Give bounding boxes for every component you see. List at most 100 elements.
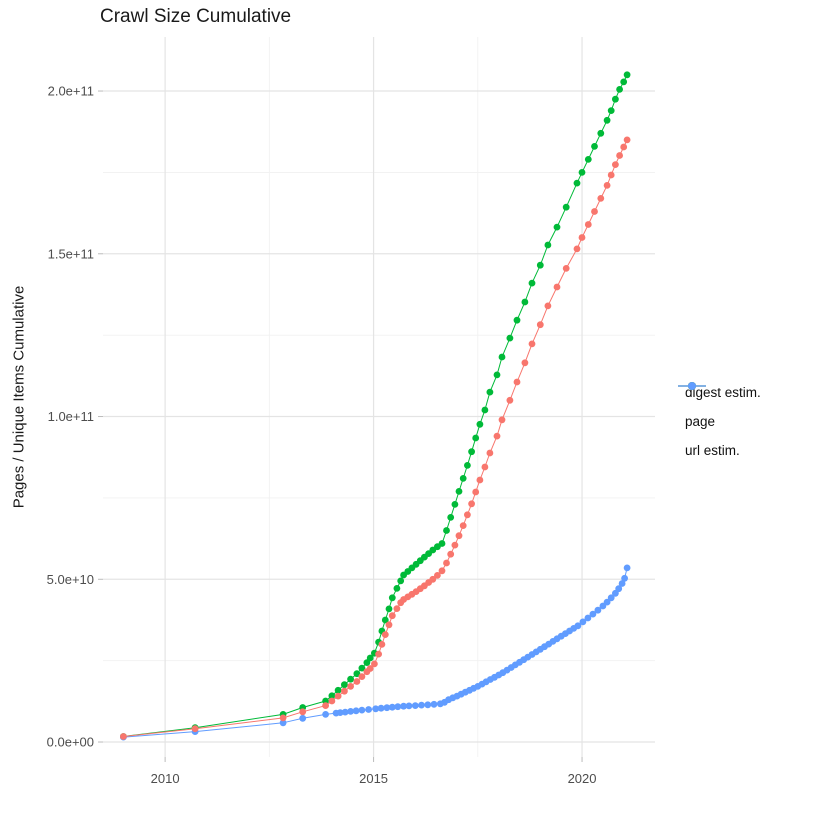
data-point xyxy=(603,116,611,124)
data-point xyxy=(383,704,391,712)
data-point xyxy=(603,182,611,189)
data-point xyxy=(513,378,521,386)
data-point xyxy=(528,340,536,348)
data-point xyxy=(464,511,471,519)
data-point xyxy=(375,650,382,658)
data-point xyxy=(393,585,401,592)
data-point xyxy=(612,95,619,103)
data-point xyxy=(334,692,342,700)
data-point xyxy=(322,702,329,709)
data-point xyxy=(352,707,360,715)
legend-label: page xyxy=(685,414,716,429)
data-point xyxy=(607,594,615,602)
data-point xyxy=(429,575,437,583)
data-point xyxy=(459,522,467,529)
data-point xyxy=(616,152,623,159)
data-point xyxy=(623,136,631,144)
data-point xyxy=(506,334,514,342)
data-point xyxy=(358,664,366,672)
data-point xyxy=(279,719,287,727)
chart-title: Crawl Size Cumulative xyxy=(100,6,292,27)
data-point xyxy=(607,107,615,114)
data-point xyxy=(591,143,598,150)
legend-key-icon xyxy=(678,382,706,390)
data-point xyxy=(371,660,378,668)
data-point xyxy=(397,577,405,585)
data-point xyxy=(536,261,544,269)
legend-item: url estim. xyxy=(676,382,761,465)
data-point xyxy=(481,406,489,414)
data-point xyxy=(353,678,361,685)
data-point xyxy=(381,631,389,638)
data-point xyxy=(341,708,349,716)
data-point xyxy=(394,703,402,711)
data-point xyxy=(573,179,581,187)
data-point xyxy=(393,605,401,612)
data-point xyxy=(528,279,536,287)
y-tick-label: 5.0e+10 xyxy=(47,572,94,587)
data-point xyxy=(347,683,354,690)
data-point xyxy=(405,702,413,710)
data-point xyxy=(493,432,501,440)
data-point xyxy=(279,714,287,722)
data-point xyxy=(476,420,484,428)
data-point xyxy=(544,241,552,249)
data-point xyxy=(358,706,366,714)
data-point xyxy=(521,298,529,306)
data-point xyxy=(120,733,127,740)
x-tick-label: 2010 xyxy=(151,771,180,786)
data-point xyxy=(366,654,374,662)
data-point xyxy=(597,129,605,137)
data-point xyxy=(521,359,529,367)
legend: digest estim. page url estim. xyxy=(676,378,761,465)
data-point xyxy=(607,171,615,179)
data-point xyxy=(459,475,467,482)
data-point xyxy=(455,488,463,495)
series-line xyxy=(123,139,628,737)
data-point xyxy=(447,550,455,558)
data-point xyxy=(578,169,586,176)
data-point xyxy=(589,610,597,618)
data-point xyxy=(365,706,372,713)
data-point xyxy=(388,703,396,711)
data-point xyxy=(584,156,592,163)
data-point xyxy=(620,78,628,86)
data-point xyxy=(616,86,623,93)
data-point xyxy=(597,195,605,202)
data-point xyxy=(476,476,484,484)
data-point xyxy=(366,665,374,672)
data-point xyxy=(347,708,354,715)
data-point xyxy=(377,704,385,712)
data-point xyxy=(468,500,475,508)
series-line xyxy=(123,74,628,737)
data-point xyxy=(562,265,570,272)
data-point xyxy=(621,574,628,582)
y-tick-label: 2.0e+11 xyxy=(48,84,94,99)
data-point xyxy=(424,701,432,709)
data-point xyxy=(358,673,366,680)
data-point xyxy=(472,434,480,442)
data-point xyxy=(486,388,494,396)
legend-item: page xyxy=(676,382,761,436)
data-point xyxy=(612,161,619,169)
data-point xyxy=(328,692,336,700)
legend-label: url estim. xyxy=(685,443,740,458)
data-point xyxy=(328,697,336,705)
data-point xyxy=(594,606,602,614)
data-point xyxy=(336,709,344,716)
data-point xyxy=(574,622,582,630)
data-point xyxy=(347,675,354,683)
data-point xyxy=(618,580,626,587)
data-point xyxy=(378,641,386,648)
data-point xyxy=(334,686,342,694)
data-point xyxy=(481,463,489,471)
data-point xyxy=(438,540,446,547)
data-point xyxy=(322,711,329,718)
data-point xyxy=(486,449,494,457)
data-point xyxy=(562,203,570,211)
data-point xyxy=(603,598,611,606)
data-point xyxy=(430,700,438,708)
data-point xyxy=(553,283,561,291)
data-point xyxy=(418,701,425,709)
